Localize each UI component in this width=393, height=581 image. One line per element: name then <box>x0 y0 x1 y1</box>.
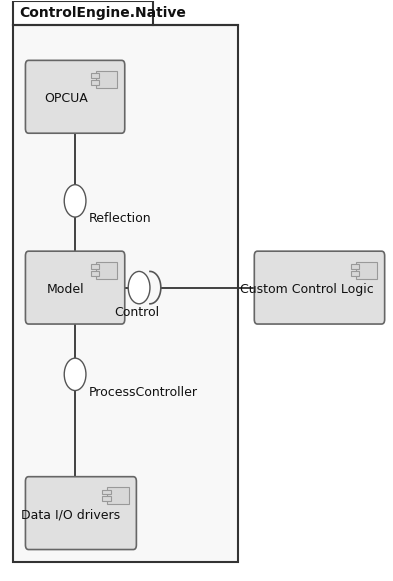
FancyBboxPatch shape <box>26 251 125 324</box>
Bar <box>351 264 359 269</box>
Bar <box>95 261 117 279</box>
Circle shape <box>128 271 150 304</box>
Bar <box>95 71 117 88</box>
FancyBboxPatch shape <box>26 476 136 550</box>
Bar <box>91 73 99 78</box>
Text: Model: Model <box>47 283 84 296</box>
Bar <box>351 271 359 276</box>
FancyBboxPatch shape <box>254 251 385 324</box>
Text: Custom Control Logic: Custom Control Logic <box>240 283 374 296</box>
Bar <box>356 261 377 279</box>
Text: Control: Control <box>114 306 159 319</box>
Text: ControlEngine.Native: ControlEngine.Native <box>19 6 186 20</box>
Text: OPCUA: OPCUA <box>44 92 88 105</box>
Circle shape <box>64 358 86 390</box>
Text: ProcessController: ProcessController <box>89 386 198 399</box>
Bar <box>107 487 129 504</box>
Bar <box>91 264 99 269</box>
Bar <box>91 80 99 85</box>
Bar <box>103 496 110 501</box>
FancyBboxPatch shape <box>26 60 125 133</box>
Bar <box>91 271 99 276</box>
Bar <box>103 490 110 494</box>
Text: Reflection: Reflection <box>89 213 151 225</box>
Circle shape <box>64 185 86 217</box>
FancyBboxPatch shape <box>13 24 238 562</box>
Text: Data I/O drivers: Data I/O drivers <box>21 508 120 522</box>
